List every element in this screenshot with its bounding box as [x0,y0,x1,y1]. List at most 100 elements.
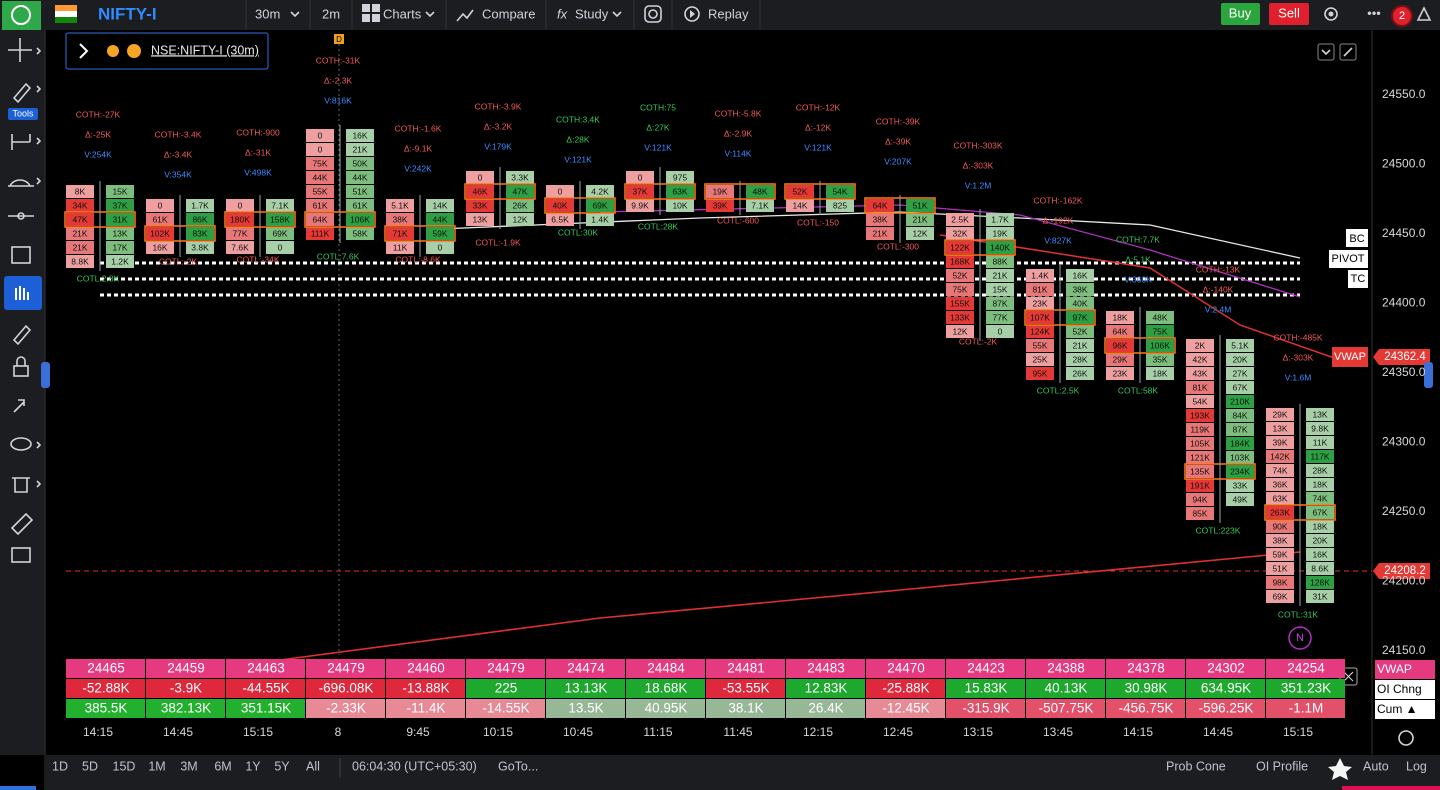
expand-icon[interactable] [79,43,89,59]
volume: V:360K [1124,274,1152,284]
legend-symbol[interactable]: NSE:NIFTY-I (30m) [151,43,259,57]
bid-cell [1186,353,1214,366]
ask-value: 18K [1312,479,1327,489]
bid-cell [866,213,894,226]
notification-badge[interactable] [1391,5,1413,27]
sell-button[interactable] [1269,3,1309,25]
bid-cell [306,213,334,226]
ask-value: 15K [112,186,127,196]
favorite-icon[interactable] [1328,758,1352,780]
marker-label: D [336,35,342,44]
bid-cell [1186,395,1214,408]
coth: COTH:-303K [953,140,1002,150]
bid-cell [306,143,334,156]
poc-outline [464,183,536,200]
range-button[interactable]: 3M [180,759,197,773]
auto-scale[interactable]: Auto [1363,759,1389,773]
table-cell [1186,679,1265,698]
range-button[interactable]: All [306,759,320,773]
vwap-price: 24362.4 [1384,351,1426,363]
bid-cell [66,241,94,254]
vwap-tag-label: VWAP [1334,351,1366,363]
range-button[interactable]: 5Y [274,759,290,773]
ask-value: 975 [673,172,687,182]
price-tick-label: 24300.0 [1382,435,1426,449]
bid-cell [1186,465,1214,478]
range-button[interactable]: 5D [82,759,98,773]
prob-cone[interactable]: Prob Cone [1166,759,1226,773]
bid-cell [1186,451,1214,464]
bid-value: 44K [312,172,327,182]
buy-button[interactable] [1221,3,1260,25]
axis-handle[interactable] [1424,362,1433,388]
oi-profile[interactable]: OI Profile [1256,759,1308,773]
sub-interval[interactable]: 2m [322,6,340,21]
row-label-box [1375,680,1435,699]
table-value: 351.15K [241,701,291,716]
symbol[interactable]: NIFTY-I [98,4,157,23]
study-button[interactable]: Study [575,6,609,21]
settings-icon[interactable] [1324,7,1338,21]
ask-value: 15K [992,284,1007,294]
collapse-handle[interactable] [41,362,50,388]
vwap-price-tag [1373,349,1430,365]
instagram-icon[interactable] [644,5,662,23]
bid-value: 21K [72,228,87,238]
volume: V:1.6M [1285,372,1312,382]
goto[interactable]: GoTo... [498,759,538,773]
bid-value: 124K [1030,326,1050,336]
interval[interactable]: 30m [255,6,280,21]
ask-value: 28K [1312,465,1327,475]
ask-cell [426,213,454,226]
flag [55,5,77,11]
ask-cell [1146,311,1174,324]
bid-value: 46K [472,186,487,196]
range-button[interactable]: 1Y [245,759,261,773]
delta: Δ:-303K [1283,352,1314,362]
bid-cell [946,269,974,282]
chevron [425,11,435,18]
row-label: OI Chng [1377,682,1422,696]
bid-cell [706,199,734,212]
charts-button[interactable]: Charts [383,6,422,21]
range-button[interactable]: 15D [113,759,136,773]
table-cell [546,679,625,698]
coth: COTH:75 [640,102,676,112]
pivot-label: PIVOT [1331,253,1364,265]
status-icon [127,44,141,58]
bid-value: 21K [72,242,87,252]
ask-value: 49K [1232,494,1247,504]
bid-value: 32K [952,228,967,238]
range-button[interactable]: 1M [148,759,165,773]
range-button[interactable]: 1D [52,759,68,773]
bid-value: 36K [1272,479,1287,489]
poc-outline [624,183,696,200]
ask-value: 0 [438,242,443,252]
collapse-button[interactable] [1317,43,1335,61]
bid-value: 39K [712,200,727,210]
bid-cell [1186,339,1214,352]
ask-cell [1226,395,1254,408]
settings-icon[interactable] [1398,730,1414,746]
ask-cell [1226,479,1254,492]
alert-icon[interactable] [1416,6,1432,21]
more-menu[interactable]: ••• [1367,5,1381,20]
fullscreen-button[interactable] [1339,43,1357,61]
bid-cell [1106,367,1134,380]
log-scale[interactable]: Log [1406,759,1427,773]
bid-cell [1186,493,1214,506]
ask-cell [1226,353,1254,366]
bid-value: 0 [478,172,483,182]
study-icon: fx [557,6,568,21]
range-button[interactable]: 6M [214,759,231,773]
bid-cell [1106,339,1134,352]
compare-button[interactable]: Compare [482,6,535,21]
ask-cell [586,213,614,226]
pivot-box [1346,229,1368,247]
table-cell [226,659,305,678]
replay-button[interactable]: Replay [708,6,749,21]
time-tick-label: 12:15 [803,725,833,739]
ask-cell [826,185,854,198]
ask-cell [506,213,534,226]
bid-cell [1186,409,1214,422]
